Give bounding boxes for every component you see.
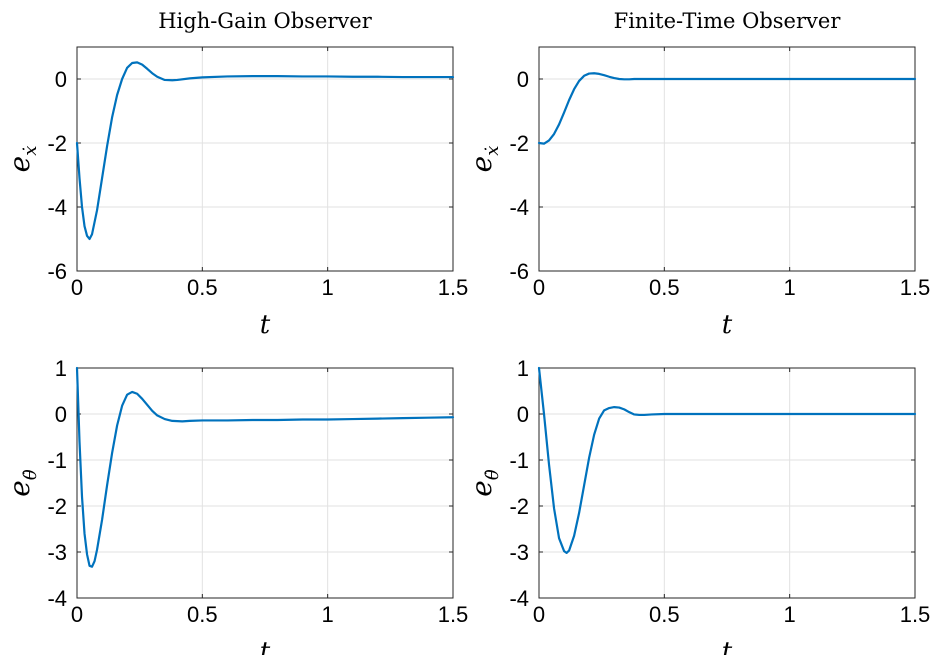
x-axis-label: t (722, 310, 733, 340)
y-tick-label: -4 (509, 586, 529, 611)
error-curve (537, 72, 917, 145)
x-axis-label: t (260, 310, 271, 340)
x-tick-label: 0.5 (187, 602, 218, 627)
subplot-high-gain-x: 0 0.5 1 1.5 -6 -4 -2 0 High-Gain Observer t eẋ (3, 9, 468, 340)
y-tick-label: 1 (55, 356, 67, 381)
x-tick-label: 1 (322, 275, 334, 300)
subplot-finite-time-x: 0 0.5 1 1.5 -6 -4 -2 0 Finite-Time Observer t eẋ (465, 9, 930, 340)
y-tick-label: 0 (517, 67, 529, 92)
y-tick-label: -1 (509, 448, 529, 473)
x-tick-label: 1.5 (438, 275, 469, 300)
x-tick-label: 1 (784, 275, 796, 300)
error-curve (537, 366, 917, 555)
y-axis-label: eθ̇ (465, 469, 503, 497)
y-tick-label: -2 (509, 494, 529, 519)
axes-frame (76, 46, 454, 272)
axes-frame (538, 46, 916, 272)
x-axis-label: t (722, 637, 733, 655)
y-tick-label: -2 (47, 494, 67, 519)
y-tick-label: 0 (55, 67, 67, 92)
error-curve (75, 61, 455, 241)
axes-frame (76, 367, 454, 599)
subplot-title: High-Gain Observer (158, 9, 372, 33)
x-tick-label: 0 (71, 275, 83, 300)
y-tick-label: 0 (55, 402, 67, 427)
y-tick-label: -2 (509, 131, 529, 156)
y-tick-label: -4 (509, 195, 529, 220)
y-tick-label: 1 (517, 356, 529, 381)
y-tick-label: -4 (47, 195, 67, 220)
y-tick-label: 0 (517, 402, 529, 427)
subplot-high-gain-theta: 0 0.5 1 1.5 -4 -3 -2 -1 0 1 t eθ̇ (3, 356, 468, 655)
y-tick-label: -6 (47, 259, 67, 284)
y-label-base: e (465, 480, 498, 497)
y-label-base: e (3, 480, 36, 497)
x-tick-label: 1.5 (900, 275, 931, 300)
x-tick-label: 0.5 (649, 602, 680, 627)
y-tick-label: -2 (47, 131, 67, 156)
y-label-subscript: θ̇ (20, 469, 41, 480)
x-tick-label: 0 (533, 275, 545, 300)
x-tick-label: 1.5 (438, 602, 469, 627)
x-tick-label: 1.5 (900, 602, 931, 627)
y-tick-label: -3 (509, 540, 529, 565)
y-label-base: e (3, 156, 36, 173)
y-label-base: e (465, 156, 498, 173)
y-tick-label: -3 (47, 540, 67, 565)
x-tick-label: 0 (71, 602, 83, 627)
x-tick-label: 0.5 (187, 275, 218, 300)
y-tick-label: -4 (47, 586, 67, 611)
x-tick-label: 0 (533, 602, 545, 627)
y-label-subscript: ẋ (482, 146, 503, 156)
x-axis-label: t (260, 637, 271, 655)
axes-frame (538, 367, 916, 599)
subplot-title: Finite-Time Observer (614, 9, 842, 33)
y-axis-label: eθ̇ (3, 469, 41, 497)
y-tick-label: -1 (47, 448, 67, 473)
y-label-subscript: θ̇ (482, 469, 503, 480)
y-axis-label: eẋ (465, 146, 503, 173)
error-curve (75, 366, 455, 568)
x-tick-label: 1 (322, 602, 334, 627)
y-axis-label: eẋ (3, 146, 41, 173)
x-tick-label: 0.5 (649, 275, 680, 300)
y-tick-label: -6 (509, 259, 529, 284)
y-label-subscript: ẋ (20, 146, 41, 156)
x-tick-label: 1 (784, 602, 796, 627)
subplot-finite-time-theta: 0 0.5 1 1.5 -4 -3 -2 -1 0 1 t eθ̇ (465, 356, 930, 655)
